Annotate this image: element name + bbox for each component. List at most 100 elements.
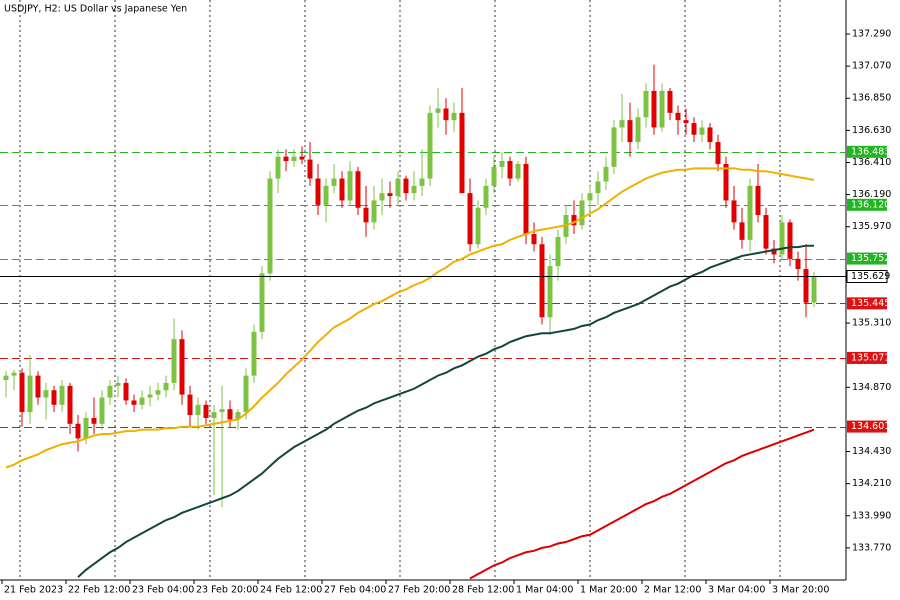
x-tick-label: 22 Feb 12:00 [68,585,130,596]
candle-body [603,166,609,182]
x-tick-label: 3 Mar 04:00 [708,585,765,596]
x-tick-label: 27 Feb 04:00 [324,585,386,596]
candle-body [755,185,761,216]
moving-average-line [469,428,815,580]
x-tick-label: 3 Mar 20:00 [772,585,829,596]
candle-body [787,222,793,259]
candle-body [243,375,249,413]
x-tick-label: 28 Feb 12:00 [452,585,514,596]
moving-average-line [5,167,815,469]
candle-body [107,385,113,398]
candle-body [779,222,785,255]
candle-body [347,171,353,201]
candle-body [419,178,425,186]
chart-title: USDJPY, H2: US Dollar vs Japanese Yen [4,4,187,15]
candle-body [315,178,321,205]
candle-body [331,178,337,186]
level-label: 136.120 [851,199,890,210]
candle-body [179,339,185,395]
candle-body [611,127,617,167]
candle-body [651,90,657,128]
candle-body [435,108,441,113]
candle-body [115,382,121,386]
y-tick-label: 135.970 [852,221,891,232]
y-tick-label: 136.190 [852,189,891,200]
candle-body [547,266,553,318]
candle-body [275,156,281,179]
candle-body [227,409,233,420]
y-tick-label: 135.310 [852,318,891,329]
candle-body [531,234,537,245]
candle-body [683,120,689,124]
candle-body [267,178,273,274]
candle-body [171,339,177,383]
level-label-box [847,252,887,265]
candle-body [467,193,473,245]
candle-body [747,185,753,240]
candle-body [363,207,369,223]
y-tick-label: 133.990 [852,510,891,521]
candle-body [667,90,673,113]
candle-body [355,171,361,208]
candle-body [291,156,297,162]
y-tick-label: 133.770 [852,542,891,553]
level-label-box [847,145,887,158]
last-price-box [846,270,888,283]
candle-body [283,156,289,162]
candle-body [251,331,257,376]
y-tick-label: 136.630 [852,125,891,136]
candle-body [235,412,241,420]
candle-body [451,112,457,121]
candle-body [499,161,505,167]
candle-body [571,215,577,226]
y-tick-label: 134.430 [852,446,891,457]
x-tick-label: 2 Mar 12:00 [644,585,701,596]
y-tick-label: 137.070 [852,61,891,72]
candle-body [155,390,161,395]
candle-body [187,394,193,416]
candle-body [123,382,129,401]
candle-body [371,200,377,223]
candle-body [139,397,145,405]
candle-body [707,127,713,143]
candle-body [67,385,73,424]
y-tick-label: 137.290 [852,29,891,40]
y-tick-label: 134.870 [852,382,891,393]
candle-body [259,273,265,332]
level-label-box [847,420,887,433]
level-label-box [847,297,887,310]
candle-body [395,178,401,197]
candle-body [11,372,17,376]
level-label: 135.071 [851,352,890,363]
candle-body [379,193,385,201]
candle-body [427,112,433,179]
candle-body [91,417,97,424]
candle-body [163,382,169,391]
candle-body [619,120,625,128]
x-tick-label: 24 Feb 12:00 [260,585,322,596]
candle-body [579,200,585,226]
vertical-grid [19,0,781,580]
candle-body [643,90,649,118]
candle-body [443,108,449,121]
y-tick-label: 136.410 [852,157,891,168]
candle-body [507,161,513,179]
candle-body [515,163,521,179]
candle-body [483,185,489,208]
candle-body [539,244,545,318]
level-label: 135.445 [851,298,890,309]
candle-body [131,400,137,405]
candle-body [387,193,393,197]
candle-body [763,215,769,249]
x-tick-label: 21 Feb 2023 [4,585,63,596]
candle-body [739,222,745,240]
level-label: 134.601 [851,421,890,432]
candle-body [323,185,329,205]
candle-body [723,163,729,201]
x-tick-label: 27 Feb 20:00 [388,585,450,596]
candle-body [691,123,697,135]
candle-body [43,390,49,398]
candle-body [299,156,305,160]
candle-body [595,181,601,194]
